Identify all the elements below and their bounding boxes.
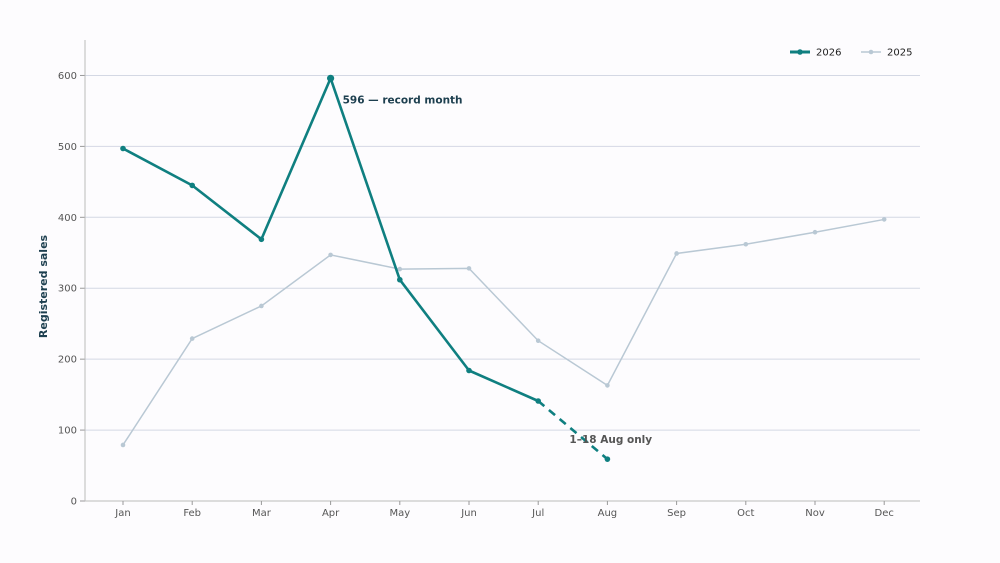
series-layer bbox=[120, 74, 887, 462]
data-point-2026 bbox=[466, 367, 472, 374]
data-point-2025 bbox=[328, 252, 333, 258]
x-tick-label: Oct bbox=[737, 508, 754, 519]
series-line-2026-partial bbox=[537, 400, 609, 461]
data-point-2026 bbox=[189, 182, 195, 189]
legend[interactable]: 2026 2025 bbox=[790, 48, 912, 59]
data-point-2025 bbox=[674, 251, 679, 256]
data-point-2026 bbox=[535, 398, 541, 404]
x-tick-label: Aug bbox=[598, 508, 618, 519]
data-point-2025 bbox=[397, 266, 403, 272]
data-point-2025 bbox=[743, 241, 749, 247]
x-tick-label: Jul bbox=[531, 508, 544, 519]
annotation-label: 596 — record month bbox=[343, 94, 463, 106]
data-point-2025 bbox=[466, 266, 472, 271]
x-tick-label: Dec bbox=[875, 508, 894, 519]
x-tick-label: Apr bbox=[322, 508, 340, 519]
x-tick-label: Jun bbox=[460, 508, 477, 519]
y-tick-label: 500 bbox=[58, 142, 77, 153]
data-point-2025 bbox=[189, 336, 195, 341]
y-tick-label: 300 bbox=[58, 284, 77, 295]
x-tick-label: Sep bbox=[667, 508, 686, 519]
x-tick-label: Mar bbox=[252, 508, 272, 519]
x-tick-label: Feb bbox=[183, 508, 201, 519]
data-point-2026 bbox=[397, 276, 403, 283]
y-tick-label: 200 bbox=[58, 355, 77, 366]
x-tick-label: May bbox=[389, 508, 410, 519]
data-point-2025 bbox=[881, 217, 887, 222]
data-point-2025 bbox=[535, 338, 541, 344]
data-point-2025 bbox=[120, 442, 126, 448]
data-point-2025 bbox=[259, 303, 264, 309]
data-point-2026 bbox=[120, 145, 126, 152]
annotations: 596 — record month 1–18 Aug only bbox=[343, 94, 653, 446]
data-point-2026 bbox=[327, 74, 335, 82]
y-tick-label: 0 bbox=[71, 497, 77, 508]
y-tick-labels: 0 100 200 300 400 500 600 bbox=[58, 71, 77, 508]
x-tick-labels: Jan Feb Mar Apr May Jun Jul Aug Sep Oct Nov Dec bbox=[114, 508, 894, 519]
data-point-2026 bbox=[604, 456, 611, 462]
axes bbox=[80, 40, 920, 505]
y-tick-label: 100 bbox=[58, 426, 77, 437]
annotation-label: 1–18 Aug only bbox=[569, 434, 652, 446]
y-axis-label: Registered sales bbox=[37, 234, 50, 338]
y-tick-label: 600 bbox=[58, 71, 77, 82]
data-point-2025 bbox=[605, 383, 610, 388]
legend-marker-2025 bbox=[868, 49, 874, 55]
x-tick-label: Jan bbox=[114, 508, 130, 519]
y-tick-label: 400 bbox=[58, 213, 77, 224]
legend-label-2025: 2025 bbox=[887, 48, 912, 59]
series-line-2025 bbox=[122, 218, 885, 446]
x-tick-label: Nov bbox=[805, 508, 825, 519]
legend-label-2026: 2026 bbox=[816, 48, 841, 59]
gridlines bbox=[85, 74, 920, 431]
data-point-2026 bbox=[258, 236, 265, 243]
data-point-2025 bbox=[812, 229, 818, 235]
series-line-2026 bbox=[122, 76, 539, 403]
legend-marker-2026 bbox=[797, 49, 803, 55]
